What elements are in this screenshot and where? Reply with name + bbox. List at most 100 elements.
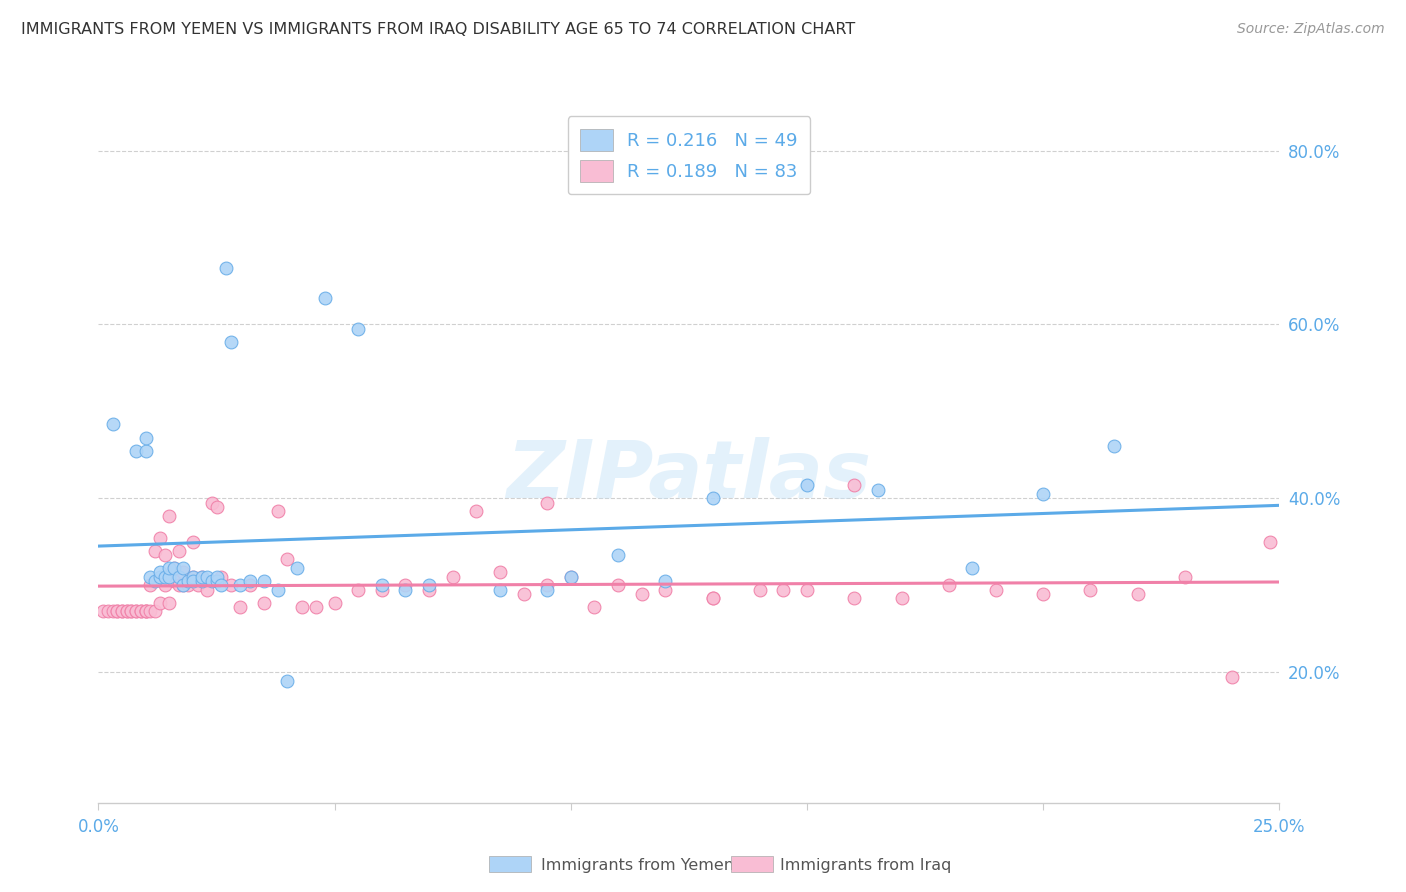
Point: [139, 570, 162, 584]
Point: [205, 570, 228, 584]
Point: [149, 570, 172, 584]
Text: ZIPatlas: ZIPatlas: [506, 437, 872, 515]
Point: [105, 605, 128, 619]
Point: [181, 570, 204, 584]
Point: [167, 570, 190, 584]
Point: [536, 582, 558, 597]
Point: [253, 596, 276, 610]
Point: [149, 531, 172, 545]
Point: [157, 570, 180, 584]
Point: [111, 605, 134, 619]
Point: [441, 570, 464, 584]
Point: [149, 566, 172, 580]
Point: [512, 587, 534, 601]
Point: [209, 578, 232, 592]
Point: [239, 578, 262, 592]
Point: [157, 508, 180, 523]
Point: [219, 578, 242, 592]
Point: [702, 591, 724, 606]
Point: [654, 582, 676, 597]
Point: [536, 496, 558, 510]
Point: [772, 582, 794, 597]
Point: [285, 561, 308, 575]
Point: [143, 605, 166, 619]
Point: [276, 674, 298, 689]
Point: [702, 491, 724, 506]
Point: [121, 605, 143, 619]
Point: [1126, 587, 1149, 601]
Point: [143, 574, 166, 588]
Point: [205, 574, 228, 588]
Point: [239, 574, 262, 588]
Point: [177, 574, 200, 588]
Point: [984, 582, 1007, 597]
Point: [253, 574, 276, 588]
Point: [153, 578, 176, 592]
Point: [844, 591, 866, 606]
Point: [305, 600, 328, 615]
Text: Immigrants from Iraq: Immigrants from Iraq: [780, 858, 952, 872]
Point: [607, 548, 630, 562]
Point: [177, 578, 200, 592]
Point: [129, 605, 152, 619]
Point: [371, 582, 394, 597]
Point: [129, 605, 152, 619]
Point: [105, 605, 128, 619]
Point: [181, 570, 204, 584]
Point: [135, 443, 157, 458]
Point: [172, 578, 194, 592]
Point: [1102, 439, 1125, 453]
Point: [97, 605, 120, 619]
Point: [215, 260, 238, 275]
Point: [489, 582, 512, 597]
Point: [1174, 570, 1197, 584]
Point: [267, 582, 290, 597]
Point: [560, 570, 582, 584]
Point: [101, 417, 124, 432]
Point: [607, 578, 630, 592]
Legend: R = 0.216   N = 49, R = 0.189   N = 83: R = 0.216 N = 49, R = 0.189 N = 83: [568, 116, 810, 194]
Point: [115, 605, 138, 619]
Point: [135, 605, 157, 619]
Point: [125, 605, 148, 619]
Point: [890, 591, 912, 606]
Point: [172, 566, 194, 580]
Point: [1080, 582, 1102, 597]
Point: [143, 543, 166, 558]
Point: [748, 582, 770, 597]
Point: [323, 596, 346, 610]
Point: [1032, 487, 1054, 501]
Point: [121, 605, 143, 619]
Point: [91, 605, 114, 619]
Point: [163, 574, 186, 588]
Point: [314, 291, 336, 305]
Point: [163, 561, 186, 575]
Point: [702, 591, 724, 606]
Point: [157, 561, 180, 575]
Point: [209, 570, 232, 584]
Point: [394, 582, 416, 597]
Point: [465, 504, 488, 518]
Point: [149, 596, 172, 610]
Point: [290, 600, 312, 615]
Point: [139, 605, 162, 619]
Point: [172, 578, 194, 592]
Point: [219, 334, 242, 349]
Point: [125, 605, 148, 619]
Point: [654, 574, 676, 588]
Point: [276, 552, 298, 566]
Point: [153, 548, 176, 562]
Point: [394, 578, 416, 592]
Point: [630, 587, 652, 601]
Point: [181, 534, 204, 549]
Point: [418, 582, 440, 597]
Point: [163, 561, 186, 575]
Point: [844, 478, 866, 492]
Point: [1258, 534, 1281, 549]
Text: Immigrants from Yemen: Immigrants from Yemen: [541, 858, 734, 872]
Point: [195, 570, 218, 584]
Point: [101, 605, 124, 619]
Point: [157, 596, 180, 610]
Point: [938, 578, 960, 592]
Point: [167, 543, 190, 558]
